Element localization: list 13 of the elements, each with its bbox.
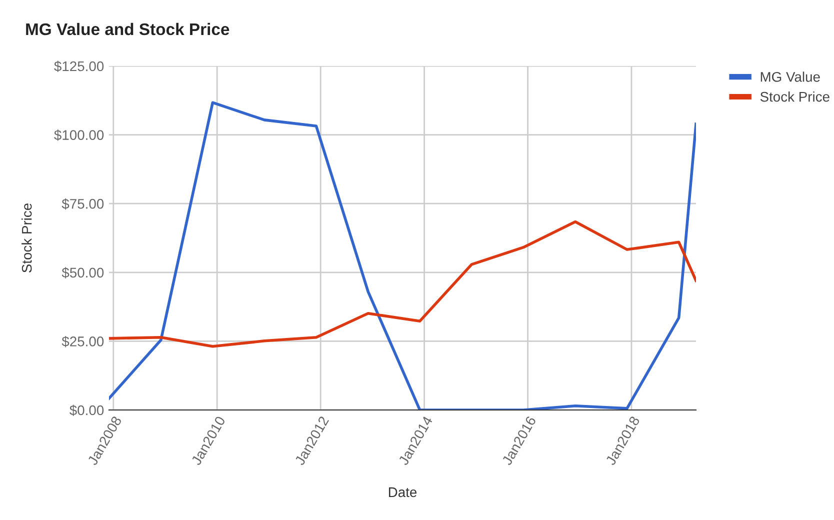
chart-title: MG Value and Stock Price — [26, 22, 230, 36]
y-tick-label: $100.00 — [54, 130, 104, 141]
legend-label: MG Value — [760, 72, 820, 82]
x-axis-title: Date — [388, 487, 417, 498]
line-series — [109, 101, 696, 410]
y-tick-label: $25.00 — [62, 336, 104, 348]
line-series — [109, 220, 696, 348]
y-axis-title: Stock Price — [22, 204, 32, 272]
y-tick-label: $75.00 — [62, 198, 104, 210]
y-tick-label: $50.00 — [62, 267, 104, 278]
y-tick-label: $0.00 — [70, 404, 104, 416]
legend-label: Stock Price — [760, 92, 830, 102]
y-tick-label: $125.00 — [54, 60, 104, 72]
